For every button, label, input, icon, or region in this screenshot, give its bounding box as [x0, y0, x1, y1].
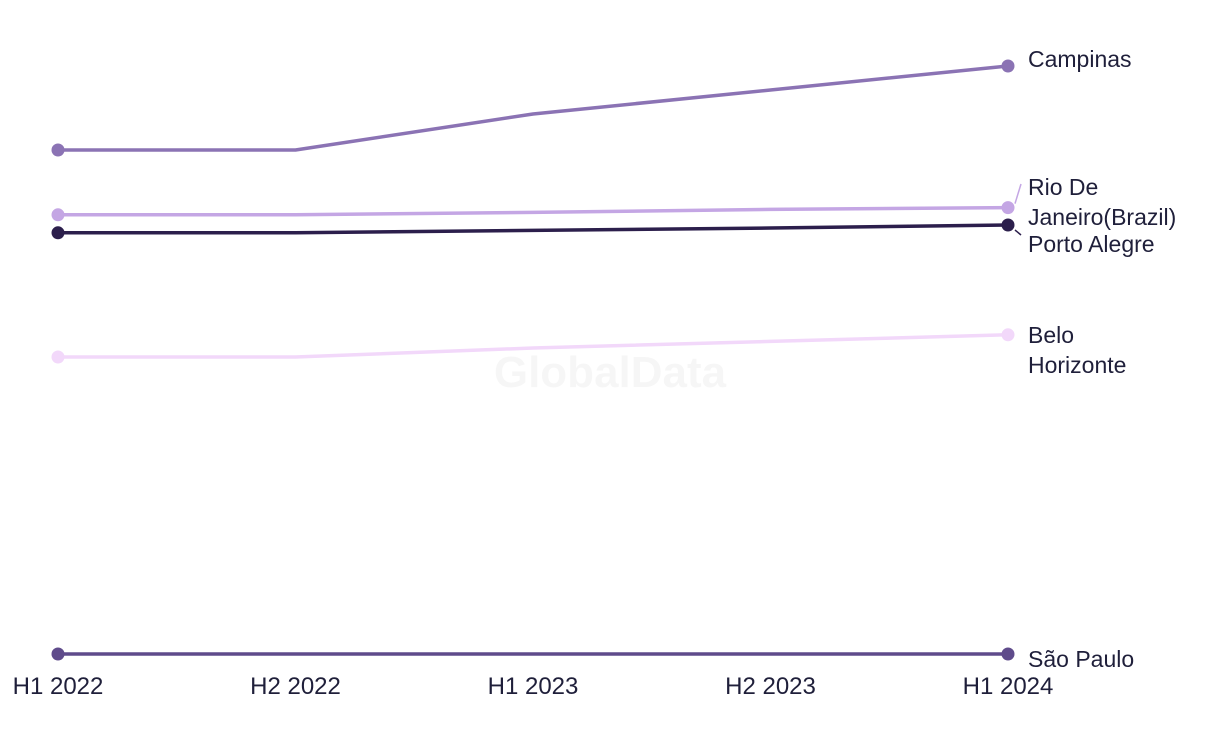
leader-line-porto-alegre [1014, 229, 1022, 236]
series-label-line: São Paulo [1028, 646, 1134, 672]
series-line [56, 64, 1010, 152]
series-end-marker [1001, 201, 1015, 215]
series-label-porto-alegre: Porto Alegre [1028, 231, 1155, 257]
series-label-sao-paulo: São Paulo [1028, 646, 1134, 672]
series-label-belo-horizonte: Belo Horizonte [1028, 322, 1126, 378]
series-label-line: Belo [1028, 322, 1074, 348]
series-start-marker [51, 226, 65, 240]
series-label-line: Porto Alegre [1028, 231, 1155, 257]
series-label-rio-de-janeiro-brazil: Rio De Janeiro(Brazil) [1028, 174, 1176, 230]
leader-line-rio [1014, 183, 1022, 204]
series-campinas [51, 59, 1015, 157]
series-rio-de-janeiro-brazil [51, 201, 1015, 222]
watermark: GlobalData [494, 348, 727, 397]
series-label-line: Campinas [1028, 46, 1132, 72]
series-belo-horizonte [51, 328, 1015, 364]
series-start-marker [51, 350, 65, 364]
x-axis: H1 2022 H2 2022 H1 2023 H2 2023 H1 2024 [13, 673, 1054, 700]
series-line [56, 333, 1010, 359]
series-label-layer: Campinas Rio De Janeiro(Brazil)Porto Alegr… [1014, 46, 1176, 672]
series-label-line: Janeiro(Brazil) [1028, 204, 1176, 230]
series-end-marker [1001, 218, 1015, 232]
series-end-marker [1001, 59, 1015, 73]
x-tick-label: H2 2023 [725, 673, 816, 700]
series-start-marker [51, 143, 65, 157]
x-tick-label: H2 2022 [250, 673, 341, 700]
series-start-marker [51, 647, 65, 661]
series-line [56, 223, 1010, 235]
series-label-line: Rio De [1028, 174, 1098, 200]
series-start-marker [51, 208, 65, 222]
x-tick-label: H1 2024 [963, 673, 1054, 700]
series-sao-paulo [51, 647, 1015, 661]
series-end-marker [1001, 328, 1015, 342]
series-layer [51, 59, 1015, 661]
x-tick-label: H1 2022 [13, 673, 104, 700]
series-porto-alegre [51, 218, 1015, 240]
series-end-marker [1001, 647, 1015, 661]
series-label-line: Horizonte [1028, 352, 1126, 378]
x-tick-label: H1 2023 [488, 673, 579, 700]
series-line [56, 205, 1010, 217]
series-label-campinas: Campinas [1028, 46, 1132, 72]
